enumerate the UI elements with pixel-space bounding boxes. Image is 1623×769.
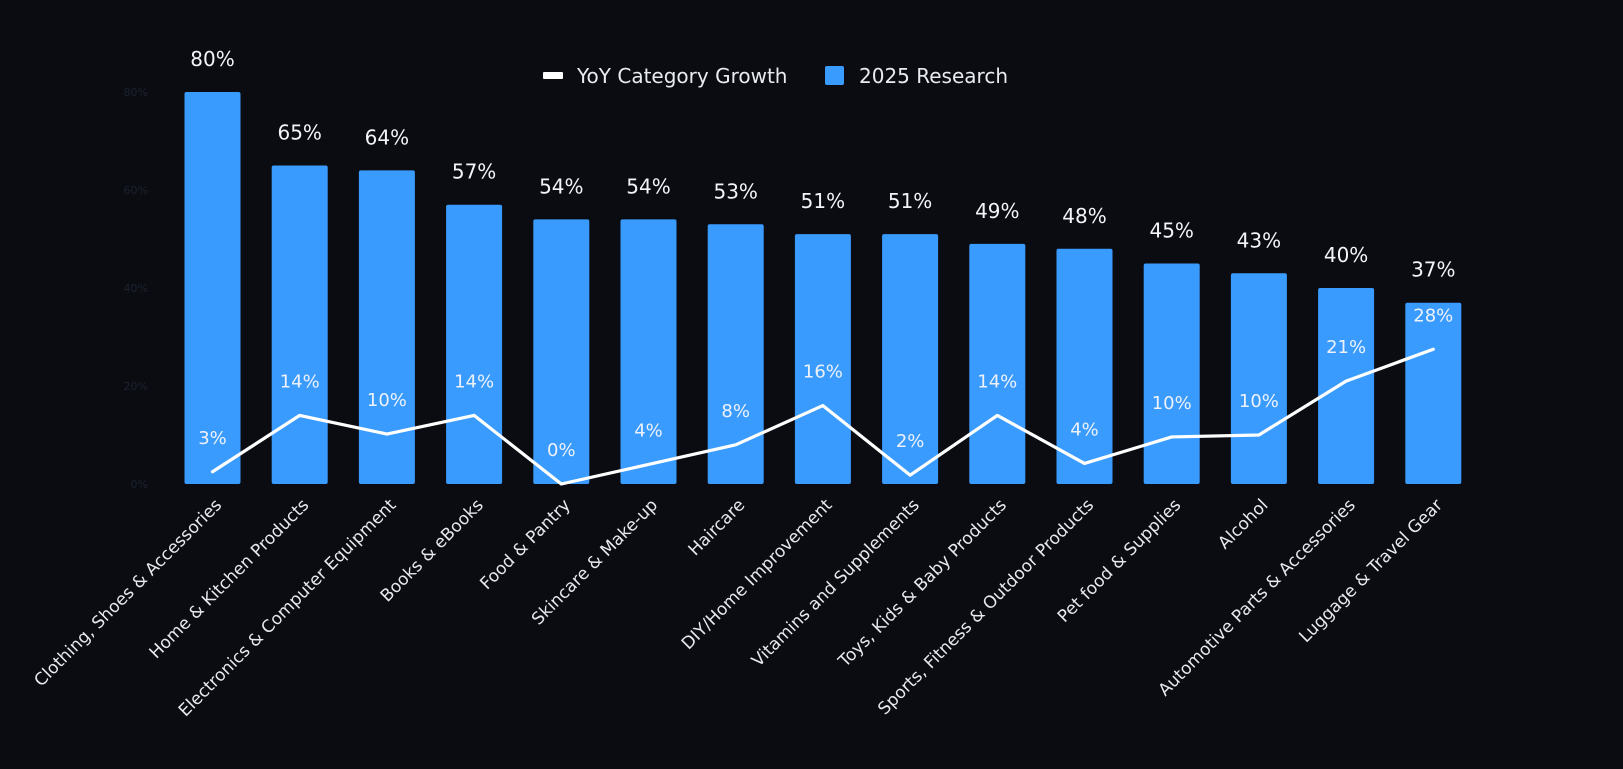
bar-value-label: 40% — [1324, 243, 1368, 267]
bar-series — [184, 92, 1462, 485]
growth-value-label: 10% — [1152, 393, 1192, 414]
bar-value-label: 65% — [277, 121, 321, 145]
bar-value-label: 51% — [888, 189, 932, 213]
bar — [1143, 263, 1200, 484]
bar — [1405, 302, 1462, 484]
x-category-label: Food & Pantry — [476, 495, 574, 593]
growth-value-label: 16% — [803, 362, 843, 383]
bar — [358, 170, 415, 484]
x-category-label: Toys, Kids & Baby Products — [834, 495, 1011, 672]
growth-line — [210, 347, 1435, 486]
bar — [184, 92, 241, 484]
y-axis: 0% 20% 40% 60% 80% — [124, 86, 148, 491]
x-category-label: Vitamins and Supplements — [748, 495, 924, 671]
growth-value-label: 14% — [454, 371, 494, 392]
bar-value-label: 64% — [365, 125, 409, 149]
bar — [533, 219, 590, 484]
growth-value-label: 14% — [280, 371, 320, 392]
bar-value-label: 37% — [1411, 258, 1455, 282]
bar — [969, 243, 1026, 484]
bar-value-label: 53% — [713, 179, 757, 203]
bar-value-label: 45% — [1149, 219, 1193, 243]
bar — [1318, 288, 1375, 484]
growth-line-series — [210, 347, 1435, 486]
growth-value-label: 28% — [1413, 305, 1453, 326]
bar — [882, 234, 939, 484]
legend-line-label: YoY Category Growth — [576, 64, 787, 88]
y-tick-label: 80% — [124, 86, 148, 99]
growth-value-label: 3% — [198, 428, 227, 449]
bar-value-label: 48% — [1062, 204, 1106, 228]
bar — [620, 219, 677, 484]
y-tick-label: 0% — [131, 478, 148, 491]
x-category-label: Home & Kitchen Products — [146, 495, 314, 663]
legend-bar-label: 2025 Research — [859, 64, 1008, 88]
bar-value-label: 57% — [452, 160, 496, 184]
bar — [271, 165, 328, 484]
legend: YoY Category Growth 2025 Research — [543, 64, 1008, 88]
bar — [794, 234, 851, 484]
legend-line-swatch — [543, 72, 563, 79]
bar-value-label: 54% — [626, 174, 670, 198]
x-category-label: Luggage & Travel Gear — [1295, 495, 1446, 646]
growth-value-label: 2% — [896, 431, 925, 452]
y-tick-label: 20% — [124, 380, 148, 393]
growth-value-label: 4% — [1070, 419, 1099, 440]
bar-value-label: 80% — [190, 47, 234, 71]
bar — [446, 204, 503, 484]
bar — [1056, 248, 1113, 484]
growth-value-label: 21% — [1326, 337, 1366, 358]
y-tick-label: 60% — [124, 184, 148, 197]
x-category-label: DIY/Home Improvement — [678, 495, 837, 654]
bar-value-label: 49% — [975, 199, 1019, 223]
bar — [707, 224, 764, 485]
growth-value-labels: 3% 14% 10% 14% 0% 4% 8% 16% 2% 14% 4% 10% 10% 21% 28% — [198, 305, 1453, 461]
growth-value-label: 10% — [1239, 391, 1279, 412]
bar-value-label: 51% — [801, 189, 845, 213]
growth-value-label: 14% — [977, 371, 1017, 392]
legend-bar-swatch — [825, 66, 844, 85]
y-tick-label: 40% — [124, 282, 148, 295]
growth-value-label: 0% — [547, 440, 576, 461]
growth-value-label: 4% — [634, 420, 663, 441]
bar — [1230, 273, 1287, 484]
x-category-label: Clothing, Shoes & Accessories — [31, 495, 227, 691]
bar-value-label: 54% — [539, 174, 583, 198]
bar-value-label: 43% — [1237, 228, 1281, 252]
x-category-label: Alcohol — [1214, 495, 1272, 553]
x-category-label: Haircare — [685, 495, 750, 560]
growth-value-label: 8% — [721, 401, 750, 422]
bar-value-labels: 80% 65% 64% 57% 54% 54% 53% 51% 51% 49% 48% 45% 43% 4… — [190, 47, 1455, 282]
growth-value-label: 10% — [367, 390, 407, 411]
